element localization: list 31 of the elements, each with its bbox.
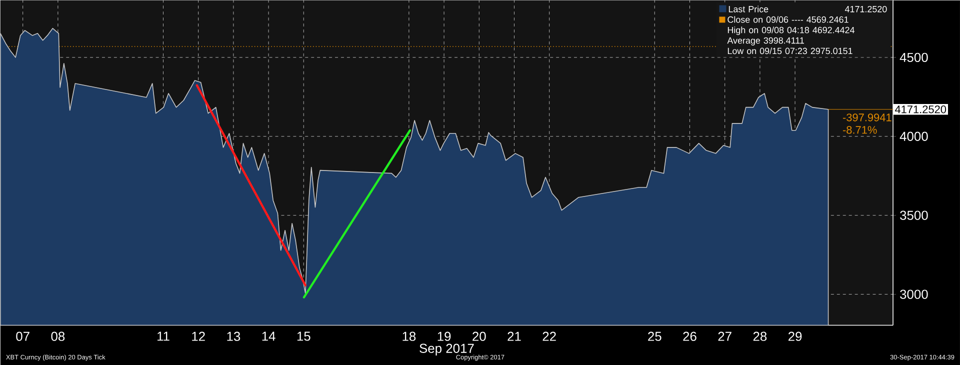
x-tick-label: 29 — [788, 332, 802, 341]
y-tick-label: 3500 — [900, 210, 928, 220]
annotation: -397.9941 — [842, 113, 892, 122]
x-tick-label: 25 — [648, 332, 662, 341]
annotation: 4171.2520 — [844, 6, 887, 12]
x-tick-label: 12 — [192, 332, 205, 341]
x-tick-label: 28 — [753, 332, 767, 341]
y-tick-label: 4500 — [900, 52, 928, 62]
annotation: Low on 09/15 07:23 2975.0151 — [728, 47, 852, 54]
x-tick-label: 21 — [508, 332, 521, 341]
x-tick-label: 22 — [542, 332, 556, 341]
x-tick-label: 26 — [683, 332, 696, 341]
x-tick-label: 20 — [472, 332, 486, 341]
legend-label: Last Price — [728, 6, 768, 12]
y-tick-label: 3000 — [900, 290, 928, 299]
annotation: Average 3998.4111 — [727, 37, 804, 46]
legend-label: Close on 09/06 ---- 4569.2461 — [728, 16, 848, 23]
x-tick-label: 15 — [297, 332, 310, 341]
x-tick-label: 13 — [227, 332, 240, 341]
annotation: -8.71% — [842, 126, 877, 134]
x-tick-label: 14 — [262, 332, 276, 341]
x-tick-label: 11 — [158, 332, 170, 341]
y-tick-label: 4000 — [900, 132, 928, 141]
x-tick-label: 07 — [16, 332, 30, 341]
x-tick-label: 18 — [402, 332, 416, 341]
x-axis-title: Sep 2017 — [420, 344, 474, 356]
annotation: High on 09/08 04:18 4692.4424 — [728, 26, 854, 35]
annotation: 4171.2520 — [894, 105, 946, 114]
x-tick-label: 08 — [51, 332, 65, 341]
x-tick-label: 27 — [718, 332, 732, 341]
x-tick-label: 19 — [438, 332, 451, 341]
